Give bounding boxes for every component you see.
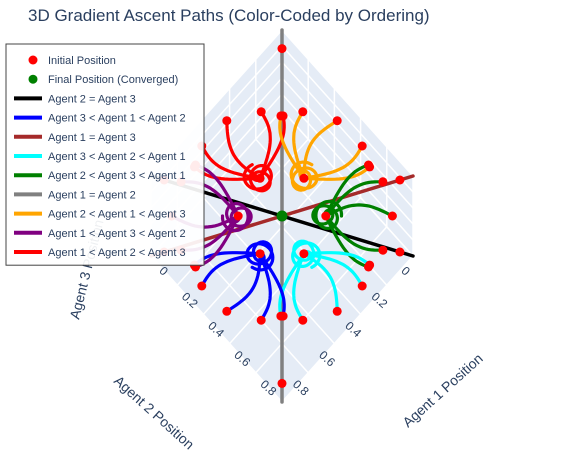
gridline-x — [255, 146, 388, 374]
initial-position-marker[interactable] — [395, 247, 405, 257]
legend-item[interactable]: Agent 1 < Agent 3 < Agent 2 — [14, 228, 186, 240]
legend-label: Agent 1 = Agent 3 — [48, 132, 136, 144]
initial-position-marker[interactable] — [277, 378, 287, 388]
trajectory[interactable] — [302, 251, 372, 267]
trajectory[interactable] — [302, 119, 339, 180]
initial-position-marker[interactable] — [298, 315, 308, 325]
legend: Initial Position Final Position (Converge… — [5, 43, 205, 266]
initial-position-marker[interactable] — [276, 111, 286, 121]
initial-position-marker[interactable] — [277, 44, 287, 54]
legend-marker-swatch — [28, 74, 38, 84]
initial-position-marker[interactable] — [233, 211, 243, 221]
legend-label: Agent 3 < Agent 1 < Agent 2 — [48, 113, 186, 125]
trajectory[interactable] — [302, 144, 364, 180]
legend-item[interactable]: Agent 1 = Agent 3 — [14, 132, 136, 144]
legend-label: Agent 1 = Agent 2 — [48, 189, 136, 201]
wall-xz — [282, 30, 413, 256]
trajectory[interactable] — [278, 114, 306, 180]
legend-label: Initial Position — [48, 55, 116, 67]
initial-position-marker[interactable] — [378, 177, 388, 187]
initial-position-marker[interactable] — [395, 175, 405, 185]
initial-position-marker[interactable] — [365, 260, 375, 270]
initial-position-marker[interactable] — [357, 141, 367, 151]
legend-label: Agent 3 < Agent 2 < Agent 1 — [48, 151, 186, 163]
trajectory[interactable] — [324, 214, 385, 252]
trajectory[interactable] — [302, 252, 364, 288]
spiral-series[interactable] — [311, 163, 394, 269]
legend-item[interactable]: Agent 2 = Agent 3 — [14, 93, 136, 105]
initial-position-marker[interactable] — [256, 107, 266, 117]
trajectory[interactable] — [225, 252, 262, 313]
trajectory[interactable] — [324, 163, 371, 218]
trajectory[interactable] — [258, 110, 272, 180]
legend-item[interactable]: Agent 2 < Agent 3 < Agent 1 — [14, 170, 186, 182]
trajectory[interactable] — [200, 252, 262, 288]
initial-position-marker[interactable] — [299, 173, 309, 183]
chart-title: 3D Gradient Ascent Paths (Color-Coded by… — [28, 6, 430, 25]
legend-item[interactable]: Initial Position — [28, 55, 116, 67]
initial-position-marker[interactable] — [364, 160, 373, 170]
legend-item[interactable]: Agent 3 < Agent 1 < Agent 2 — [14, 113, 186, 125]
trajectory[interactable] — [200, 144, 262, 180]
initial-position-marker[interactable] — [378, 245, 388, 255]
trajectory[interactable] — [258, 252, 272, 322]
legend-label: Agent 2 = Agent 3 — [48, 93, 136, 105]
initial-position-marker[interactable] — [332, 116, 342, 126]
legend-label: Agent 2 < Agent 1 < Agent 3 — [48, 209, 186, 221]
legend-item[interactable]: Agent 1 = Agent 2 — [14, 189, 136, 201]
trajectory[interactable] — [292, 110, 306, 180]
initial-position-marker[interactable] — [332, 306, 342, 316]
legend-label: Agent 2 < Agent 3 < Agent 1 — [48, 170, 186, 182]
initial-position-marker[interactable] — [299, 249, 309, 259]
legend-marker-swatch — [28, 55, 38, 65]
legend-item[interactable]: Agent 3 < Agent 2 < Agent 1 — [14, 151, 186, 163]
trajectory[interactable] — [324, 203, 394, 218]
legend-item[interactable]: Agent 1 < Agent 2 < Agent 3 — [14, 247, 186, 259]
legend-item[interactable]: Agent 2 < Agent 1 < Agent 3 — [14, 209, 186, 221]
trajectory[interactable] — [324, 180, 385, 218]
legend-label: Agent 1 < Agent 3 < Agent 2 — [48, 228, 186, 240]
initial-position-marker[interactable] — [222, 306, 232, 316]
legend-label: Final Position (Converged) — [48, 74, 178, 86]
trajectory[interactable] — [225, 119, 262, 180]
spiral-series[interactable] — [278, 110, 372, 192]
initial-position-marker[interactable] — [321, 211, 331, 221]
y-axis-title: Agent 2 Position — [111, 372, 197, 450]
trajectory[interactable] — [258, 252, 286, 318]
initial-position-marker[interactable] — [255, 249, 265, 259]
initial-position-marker[interactable] — [357, 281, 367, 291]
trajectory[interactable] — [302, 252, 339, 313]
spiral-series[interactable] — [278, 239, 372, 322]
gridline-y — [228, 88, 362, 315]
final-position-marker[interactable] — [276, 210, 288, 222]
initial-position-marker[interactable] — [197, 281, 207, 291]
initial-position-marker[interactable] — [255, 173, 265, 183]
legend-item[interactable]: Final Position (Converged) — [28, 74, 179, 86]
initial-position-marker[interactable] — [222, 116, 232, 126]
trajectory[interactable] — [292, 252, 306, 322]
gridline-x — [202, 88, 336, 315]
legend-label: Agent 1 < Agent 2 < Agent 3 — [48, 247, 186, 259]
initial-position-marker[interactable] — [387, 211, 397, 221]
x-axis-title: Agent 1 Position — [399, 350, 485, 430]
initial-position-marker[interactable] — [298, 107, 308, 117]
initial-position-marker[interactable] — [256, 315, 266, 325]
initial-position-marker[interactable] — [278, 311, 288, 321]
